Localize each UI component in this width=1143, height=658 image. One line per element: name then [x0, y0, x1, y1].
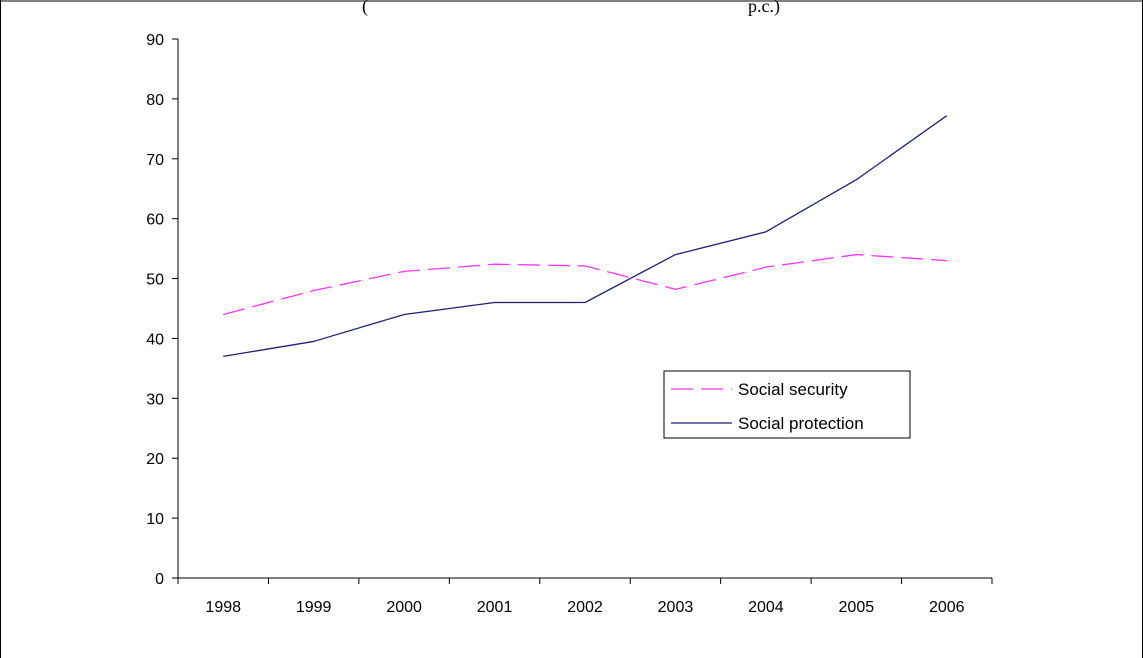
series-line-social-security [223, 253, 947, 316]
y-tick-label: 0 [155, 571, 164, 588]
chart-title: ( [362, 0, 368, 17]
y-tick-label: 90 [146, 32, 164, 49]
x-tick-label: 2005 [839, 599, 875, 616]
y-tick-label: 30 [146, 391, 164, 408]
y-tick-label: 80 [146, 92, 164, 109]
y-tick-label: 40 [146, 331, 164, 348]
series-line-social-protection [223, 115, 948, 358]
legend-box [663, 370, 911, 439]
y-tick-label: 20 [146, 451, 164, 468]
y-tick-label: 10 [146, 511, 164, 528]
x-tick-label: 2002 [567, 599, 603, 616]
x-tick-label: 2001 [477, 599, 513, 616]
legend-label-social-security: Social security [738, 380, 848, 399]
chart-title-suffix: p.c.) [748, 0, 780, 17]
y-tick-label: 60 [146, 212, 164, 229]
x-tick-label: 2004 [748, 599, 784, 616]
x-tick-label: 2000 [386, 599, 422, 616]
legend: Social security Social protection [663, 370, 911, 439]
x-tick-label: 1998 [205, 599, 241, 616]
y-tick-label: 50 [146, 272, 164, 289]
series-layer [223, 115, 948, 358]
x-tick-label: 2003 [658, 599, 694, 616]
y-tick-label: 70 [146, 152, 164, 169]
x-tick-label: 2006 [929, 599, 965, 616]
x-tick-label: 1999 [296, 599, 332, 616]
legend-label-social-protection: Social protection [738, 414, 864, 433]
axes: 0 10 20 30 40 50 60 70 80 90 1998 1999 2000 2001 2002 2… [146, 32, 993, 616]
